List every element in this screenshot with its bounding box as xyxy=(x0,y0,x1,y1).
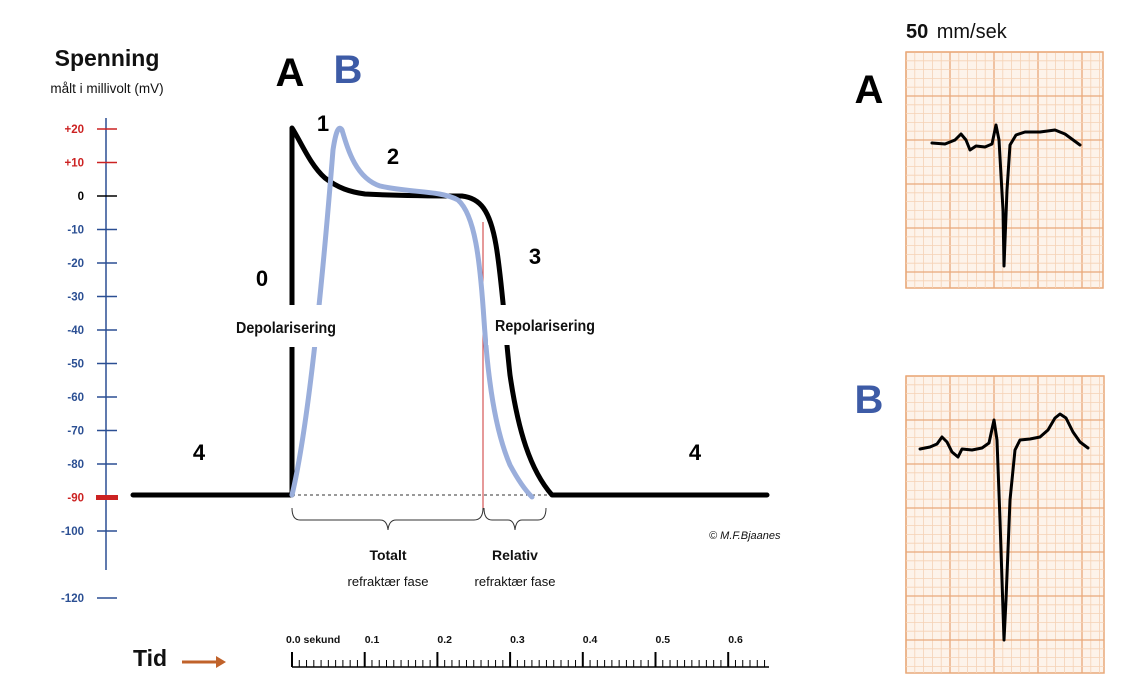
y-axis-tick-label: -10 xyxy=(67,225,84,237)
curve-label-b: B xyxy=(334,48,363,92)
depolarisering-backing xyxy=(232,305,340,347)
phase-label-4-right: 4 xyxy=(689,440,702,465)
y-axis-tick-label: -120 xyxy=(61,593,84,605)
y-axis-subtitle: målt i millivolt (mV) xyxy=(50,81,163,96)
ecg-trace-a xyxy=(930,123,1082,268)
y-axis-tick-label: +10 xyxy=(64,158,84,170)
relative-refractory-label: Relativ xyxy=(492,547,538,563)
y-axis-tick-label: -100 xyxy=(61,526,84,538)
curve-label-a: A xyxy=(276,51,305,95)
y-axis-tick-label: -80 xyxy=(67,459,84,471)
ecg-trace-b xyxy=(918,412,1090,642)
y-axis-tick-label: +20 xyxy=(64,124,84,136)
ecg-label-b: B xyxy=(855,378,884,422)
time-axis-tick-label: 0.2 xyxy=(437,634,452,646)
repolarisering-backing xyxy=(488,305,600,345)
time-axis-tick-label: 0.3 xyxy=(510,634,525,646)
time-axis-tick-label: 0.0 sekund xyxy=(286,634,340,646)
action-potential-curve-a xyxy=(130,125,770,498)
phase-label-4-left: 4 xyxy=(193,440,206,465)
y-axis-tick-label: -30 xyxy=(67,292,84,304)
phase-label-2: 2 xyxy=(387,144,399,169)
phase-label-3: 3 xyxy=(529,244,541,269)
time-axis-title: Tid xyxy=(133,645,167,671)
phase-label-1: 1 xyxy=(317,111,329,136)
y-axis-tick-label: 0 xyxy=(78,191,84,203)
depolarisering-label: Depolarisering xyxy=(236,320,336,337)
y-axis-tick-label: -70 xyxy=(67,426,84,438)
relative-refractory-sublabel: refraktær fase xyxy=(475,574,556,589)
ecg-speed-label: 50 mm/sek xyxy=(906,21,1008,43)
relative-refractory-brace xyxy=(483,507,547,531)
total-refractory-sublabel: refraktær fase xyxy=(348,574,429,589)
y-axis: +20 +10 0 -10 -20 -30 -40 -50 -60 -70 -80 -90 -100 -1… xyxy=(61,118,118,605)
ecg-speed-value: 50 xyxy=(906,21,928,43)
ecg-label-a: A xyxy=(855,68,884,112)
repolarisering-label: Repolarisering xyxy=(495,318,595,335)
phase-label-0: 0 xyxy=(256,266,268,291)
y-axis-tick-label: -50 xyxy=(67,359,84,371)
time-axis-tick-label: 0.1 xyxy=(365,634,380,646)
time-arrow xyxy=(182,656,226,668)
time-axis: 0.0 sekund 0.1 0.2 0.3 0.4 0.5 0.6 xyxy=(286,634,769,668)
y-axis-tick-label: -40 xyxy=(67,325,84,337)
time-axis-tick-label: 0.6 xyxy=(728,634,743,646)
y-axis-tick-label: -90 xyxy=(67,493,84,505)
copyright-mark: © M.F.Bjaanes xyxy=(709,530,781,542)
y-axis-tick-label: -20 xyxy=(67,258,84,270)
time-axis-tick-label: 0.5 xyxy=(656,634,671,646)
y-axis-tick-label: -60 xyxy=(67,392,84,404)
time-axis-tick-label: 0.4 xyxy=(583,634,598,646)
y-axis-title: Spenning xyxy=(55,45,160,71)
action-potential-curve-b xyxy=(289,125,535,500)
total-refractory-brace xyxy=(291,507,484,531)
total-refractory-label: Totalt xyxy=(369,547,406,563)
ecg-speed-unit: mm/sek xyxy=(937,21,1008,43)
